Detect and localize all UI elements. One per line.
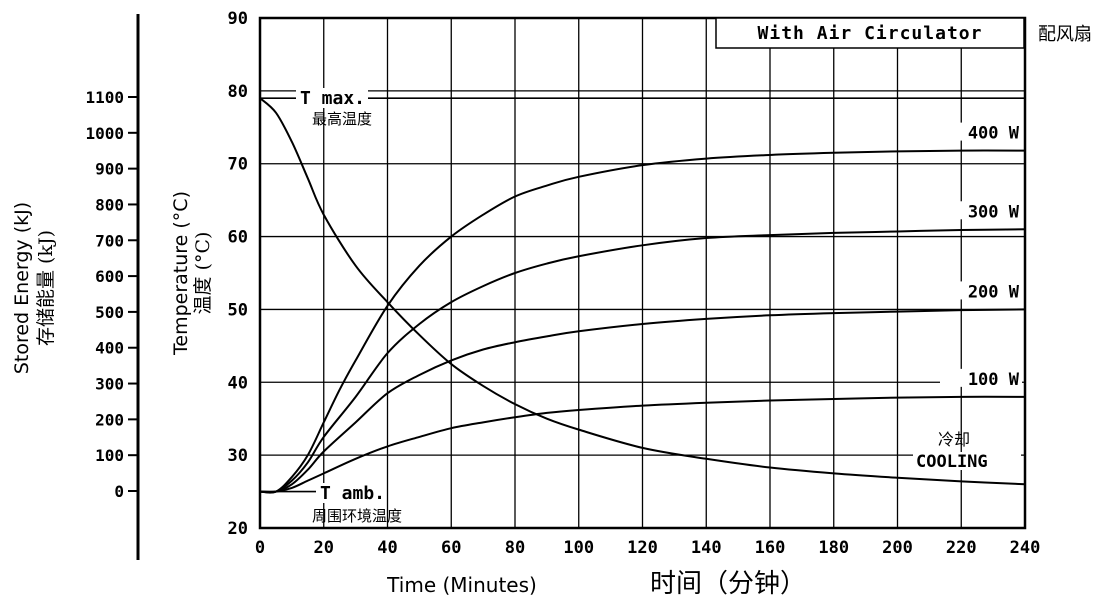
energy-tick-label: 800 [95, 195, 124, 214]
tmax-label-zh: 最高温度 [312, 110, 372, 128]
series-line-100-w [259, 395, 1026, 493]
series-label: 100 W [968, 370, 1020, 390]
cooling-label-bg [913, 452, 1021, 470]
x-axis-ticks: 0 20 40 60 80 100 120 140 160 180 200 220 240 [255, 538, 1040, 558]
series-line-300-w [259, 228, 1026, 494]
x-axis-label: Time (Minutes) [386, 573, 537, 597]
y-tick-label: 20 [228, 519, 248, 539]
energy-tick-label: 200 [95, 410, 124, 429]
series-label: 400 W [968, 124, 1020, 144]
energy-tick-label: 700 [95, 231, 124, 250]
tamb-label-bg [316, 483, 382, 503]
chart-title: With Air Circulator [758, 23, 983, 44]
x-tick-label: 0 [255, 538, 265, 558]
series-line-200-w [259, 308, 1026, 494]
series-label-bg [940, 201, 1022, 220]
series-group: 400 W 300 W 200 W 100 W [259, 97, 1026, 494]
series-label-bg [940, 281, 1022, 300]
tmax-label: T max. [300, 88, 365, 109]
x-tick-label: 160 [755, 538, 786, 558]
series-label-bg [940, 368, 1022, 387]
x-axis-label-zh: 时间（分钟） [650, 569, 806, 599]
series-label: 200 W [968, 282, 1020, 302]
y-tick-label: 80 [228, 82, 248, 102]
energy-axis-label: Stored Energy (kJ) [11, 202, 33, 374]
x-tick-label: 120 [627, 538, 658, 558]
grid [260, 18, 1025, 528]
energy-axis-ticks: 0 100 200 300 400 500 600 700 800 900 1000 1100 [85, 88, 138, 501]
y-axis-label-zh: 温度 (°C) [192, 232, 214, 315]
tmax-label-bg [296, 88, 368, 108]
x-tick-label: 220 [946, 538, 977, 558]
x-tick-label: 40 [377, 538, 397, 558]
energy-tick-label: 600 [95, 267, 124, 286]
y-tick-label: 70 [228, 155, 248, 175]
title-box [715, 17, 1025, 49]
y-tick-label: 90 [228, 9, 248, 29]
energy-tick-label: 1100 [85, 88, 124, 107]
series-label: 300 W [968, 202, 1020, 222]
energy-tick-label: 1000 [85, 124, 124, 143]
energy-tick-label: 300 [95, 375, 124, 394]
x-tick-label: 100 [563, 538, 594, 558]
tamb-label: T amb. [320, 483, 385, 504]
y-tick-label: 30 [228, 446, 248, 466]
x-tick-label: 80 [505, 538, 525, 558]
energy-tick-label: 100 [95, 446, 124, 465]
y-tick-label: 40 [228, 373, 248, 393]
y-tick-label: 50 [228, 300, 248, 320]
series-line-400-w [259, 149, 1026, 494]
y-tick-label: 60 [228, 228, 248, 248]
chart-title-zh: 配风扇 [1038, 24, 1092, 45]
energy-tick-label: 500 [95, 303, 124, 322]
x-tick-label: 180 [818, 538, 849, 558]
energy-axis-label-zh: 存储能量 (kJ) [35, 230, 57, 346]
x-tick-label: 60 [441, 538, 461, 558]
y-axis-label: Temperature (°C) [170, 191, 192, 356]
series-line-cooling [259, 97, 1026, 486]
tamb-label-zh: 周围环境温度 [312, 507, 402, 525]
energy-tick-label: 900 [95, 160, 124, 179]
x-tick-label: 140 [691, 538, 722, 558]
cooling-label-zh: 冷却 [938, 430, 970, 449]
x-tick-label: 200 [882, 538, 913, 558]
cooling-label: COOLING [916, 452, 988, 472]
x-tick-label: 20 [314, 538, 334, 558]
y-axis-ticks: 20 30 40 50 60 70 80 90 [228, 9, 248, 539]
series-label-bg [940, 122, 1022, 141]
x-tick-label: 240 [1010, 538, 1041, 558]
energy-tick-label: 400 [95, 339, 124, 358]
energy-tick-label: 0 [114, 482, 124, 501]
